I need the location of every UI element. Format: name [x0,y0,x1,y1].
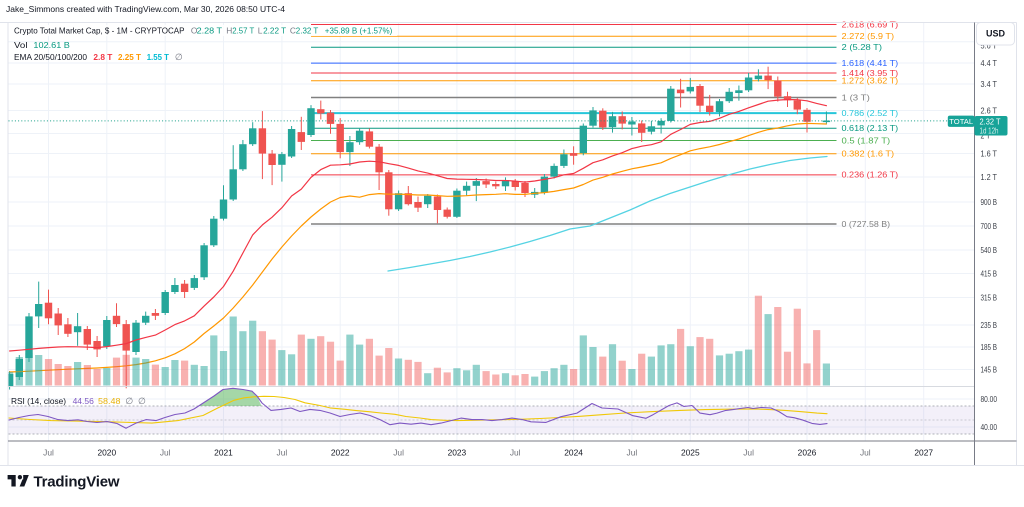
svg-text:2.272 (5.9 T): 2.272 (5.9 T) [842,31,895,41]
svg-text:1.2 T: 1.2 T [981,172,998,182]
svg-text:102.61 B: 102.61 B [33,40,70,50]
svg-text:58.48: 58.48 [98,396,121,406]
svg-text:1.55 T: 1.55 T [147,52,170,62]
svg-text:Jul: Jul [510,448,521,458]
svg-text:44.56: 44.56 [73,396,95,406]
svg-text:+35.89 B (+1.57%): +35.89 B (+1.57%) [325,26,393,36]
svg-text:700 B: 700 B [981,221,998,231]
svg-text:Jul: Jul [743,448,754,458]
svg-text:2.618 (6.69 T): 2.618 (6.69 T) [842,19,899,29]
svg-text:2.22 T: 2.22 T [263,26,286,36]
svg-text:315 B: 315 B [981,292,998,302]
svg-text:EMA 20/50/100/200: EMA 20/50/100/200 [14,52,87,62]
svg-text:0 (727.58 B): 0 (727.58 B) [842,219,891,229]
svg-text:Jul: Jul [277,448,288,458]
svg-text:1.6 T: 1.6 T [981,148,998,158]
svg-text:185 B: 185 B [981,342,998,352]
svg-text:0.236 (1.26 T): 0.236 (1.26 T) [842,170,899,180]
svg-text:540 B: 540 B [981,245,998,255]
svg-text:235 B: 235 B [981,320,998,330]
svg-text:O: O [191,26,198,36]
svg-text:2021: 2021 [214,448,233,458]
svg-text:1.618 (4.41 T): 1.618 (4.41 T) [842,58,899,68]
svg-text:0.5 (1.87 T): 0.5 (1.87 T) [842,135,891,145]
svg-text:2022: 2022 [331,448,350,458]
svg-text:TradingView: TradingView [34,474,120,491]
svg-text:2026: 2026 [798,448,817,458]
svg-text:40.00: 40.00 [981,422,998,432]
svg-text:900 B: 900 B [981,197,998,207]
svg-text:2025: 2025 [681,448,700,458]
svg-text:2027: 2027 [914,448,933,458]
svg-text:1.272 (3.62 T): 1.272 (3.62 T) [842,76,899,86]
svg-text:2024: 2024 [564,448,583,458]
svg-text:H: H [226,26,232,36]
svg-text:0.618 (2.13 T): 0.618 (2.13 T) [842,123,899,133]
svg-text:Jul: Jul [160,448,171,458]
svg-text:80.00: 80.00 [981,394,998,404]
svg-text:2 (5.28 T): 2 (5.28 T) [842,42,883,52]
svg-text:2020: 2020 [97,448,116,458]
svg-text:RSI (14, close): RSI (14, close) [11,396,66,406]
svg-text:Jul: Jul [627,448,638,458]
svg-text:3.4 T: 3.4 T [981,79,998,89]
svg-text:Jake_Simmons created with Trad: Jake_Simmons created with TradingView.co… [6,4,285,14]
svg-text:2.25 T: 2.25 T [118,52,142,62]
svg-text:1d 12h: 1d 12h [980,126,999,135]
svg-text:C: C [290,26,296,36]
svg-text:∅: ∅ [138,396,146,406]
svg-text:Jul: Jul [43,448,54,458]
svg-text:2.32 T: 2.32 T [296,26,319,36]
svg-text:1 (3 T): 1 (3 T) [842,92,871,102]
svg-text:0.382 (1.6 T): 0.382 (1.6 T) [842,149,895,159]
svg-text:Jul: Jul [393,448,404,458]
svg-text:2.28 T: 2.28 T [197,26,223,36]
svg-text:Jul: Jul [860,448,871,458]
svg-text:∅: ∅ [175,52,183,62]
svg-text:0.786 (2.52 T): 0.786 (2.52 T) [842,108,899,118]
svg-text:415 B: 415 B [981,268,998,278]
svg-text:L: L [258,26,263,36]
svg-text:Vol: Vol [14,40,28,50]
svg-text:2.8 T: 2.8 T [93,52,113,62]
svg-text:USD: USD [986,29,1006,39]
svg-text:Crypto Total Market Cap, $ - 1: Crypto Total Market Cap, $ - 1M - CRYPTO… [14,26,185,36]
svg-text:145 B: 145 B [981,364,998,374]
svg-text:2.32 T: 2.32 T [980,116,1002,126]
svg-text:1.414 (3.95 T): 1.414 (3.95 T) [842,68,899,78]
svg-text:2.6 T: 2.6 T [981,105,998,115]
svg-text:2023: 2023 [448,448,467,458]
svg-text:∅: ∅ [125,396,133,406]
svg-text:2.57 T: 2.57 T [232,26,254,36]
svg-text:4.4 T: 4.4 T [981,58,998,68]
svg-text:TOTAL: TOTAL [949,117,973,126]
